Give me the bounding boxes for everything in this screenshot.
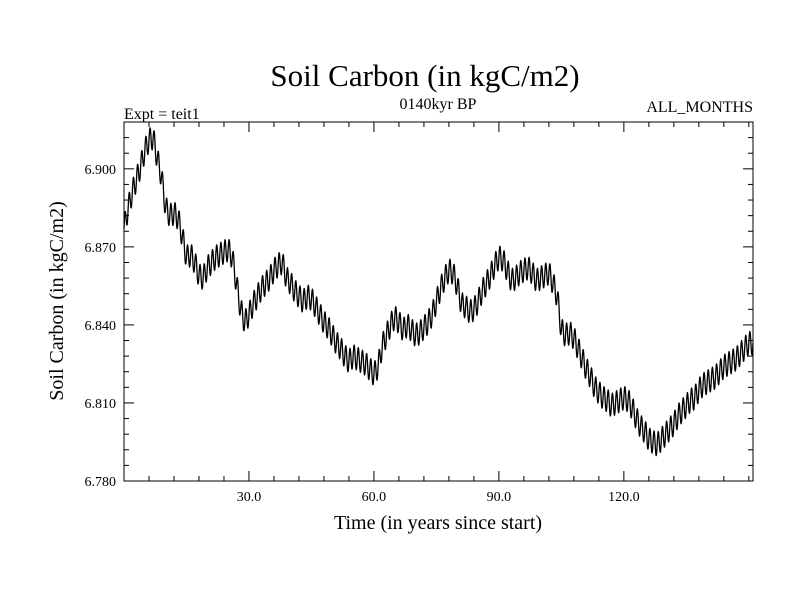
chart-title: Soil Carbon (in kgC/m2) xyxy=(270,58,579,93)
chart-subtitle-left: Expt = teit1 xyxy=(124,106,200,123)
y-tick-label: 6.900 xyxy=(85,163,117,178)
x-tick-label: 60.0 xyxy=(362,490,387,505)
y-tick-label: 6.810 xyxy=(85,397,117,412)
y-tick-label: 6.840 xyxy=(85,319,117,334)
y-tick-label: 6.870 xyxy=(85,241,117,256)
chart-subtitle-right: ALL_MONTHS xyxy=(646,99,753,116)
x-axis-label: Time (in years since start) xyxy=(334,512,542,534)
x-tick-label: 30.0 xyxy=(237,490,262,505)
plot-frame xyxy=(123,121,754,482)
series-line-soil-carbon xyxy=(123,127,754,457)
y-axis-label: Soil Carbon (in kgC/m2) xyxy=(46,201,68,400)
x-tick-label: 90.0 xyxy=(487,490,512,505)
x-tick-label: 120.0 xyxy=(608,490,640,505)
y-tick-label: 6.780 xyxy=(85,475,117,490)
chart-subtitle-center: 0140kyr BP xyxy=(400,96,477,113)
